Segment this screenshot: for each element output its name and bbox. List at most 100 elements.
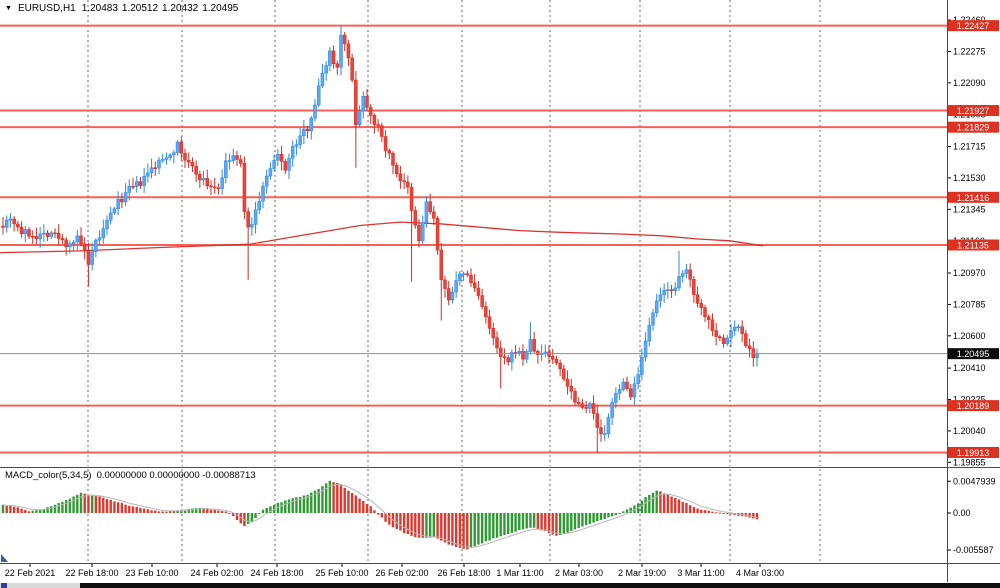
candle-body xyxy=(257,200,262,211)
macd-bar xyxy=(16,507,20,513)
macd-bar xyxy=(287,499,291,513)
macd-bar xyxy=(198,507,202,513)
candle-body xyxy=(68,243,72,248)
macd-bar xyxy=(558,513,562,535)
macd-bar xyxy=(154,510,157,513)
price-tag-label: 1.21416 xyxy=(957,193,990,203)
candle-body xyxy=(183,152,187,161)
price-tick-label: 1.22460 xyxy=(953,15,986,25)
macd-bar xyxy=(466,513,469,550)
macd-bar xyxy=(518,513,521,531)
macd-bar xyxy=(685,502,688,513)
bottom-bar-dark-segment xyxy=(80,583,1000,588)
quote-close: 1.20495 xyxy=(202,3,239,14)
candle-body xyxy=(138,181,143,186)
candle-body xyxy=(12,218,16,225)
macd-bar xyxy=(146,509,150,513)
macd-bar xyxy=(532,513,536,528)
macd-axis[interactable]: 0.0047939 0.00 -0.005587 xyxy=(947,476,996,555)
candle-body xyxy=(45,232,50,237)
price-tick-label: 1.20040 xyxy=(953,426,986,436)
macd-bar xyxy=(79,492,83,513)
candle-body xyxy=(588,403,592,409)
candle-body xyxy=(142,175,146,186)
macd-bar xyxy=(729,513,733,515)
macd-bar xyxy=(220,511,224,513)
macd-signal-line xyxy=(2,483,758,548)
candle-body xyxy=(123,192,128,203)
candle-body xyxy=(498,347,503,357)
candle-body xyxy=(394,165,399,174)
price-tick-label: 1.21530 xyxy=(953,173,986,183)
candle-body xyxy=(27,229,31,237)
macd-bar xyxy=(176,510,179,513)
price-tag-label: 1.21829 xyxy=(957,123,990,133)
price-tick-label: 1.20410 xyxy=(953,363,986,373)
price-tag-label: 1.21135 xyxy=(957,241,989,251)
candle-body xyxy=(692,279,696,295)
macd-bar xyxy=(302,495,306,513)
candle-body xyxy=(706,316,711,320)
price-tag xyxy=(948,105,999,117)
macd-bar xyxy=(592,513,595,523)
candle-body xyxy=(387,150,392,154)
macd-bar xyxy=(644,497,647,513)
candle-body xyxy=(172,152,176,156)
candle-body xyxy=(242,163,247,212)
candle-body xyxy=(120,198,124,203)
macd-bar xyxy=(265,507,268,513)
macd-bar xyxy=(31,510,34,513)
candle-body xyxy=(413,210,418,226)
candle-body xyxy=(56,232,61,239)
macd-bar xyxy=(640,500,644,513)
time-tick-label: 22 Feb 18:00 xyxy=(65,568,118,578)
macd-bar xyxy=(165,511,168,513)
candle-body xyxy=(361,96,366,112)
macd-bar xyxy=(477,513,480,545)
candle-body xyxy=(469,274,473,284)
candle-body xyxy=(149,167,154,174)
price-tag-label: 1.20189 xyxy=(957,401,990,411)
candle-body xyxy=(212,186,217,189)
macd-bar xyxy=(105,499,109,513)
macd-bar xyxy=(209,509,213,513)
candle-body xyxy=(23,229,28,235)
candle-body xyxy=(491,328,496,338)
macd-bar xyxy=(718,512,722,514)
macd-bar xyxy=(347,490,350,513)
symbol-dropdown-icon[interactable]: ▼ xyxy=(5,4,12,12)
time-axis[interactable]: 22 Feb 2021 22 Feb 18:00 23 Feb 10:00 24 Fe… xyxy=(5,564,784,578)
time-tick-label: 2 Mar 19:00 xyxy=(618,568,666,578)
candle-body xyxy=(554,359,559,364)
macd-bar xyxy=(76,494,79,513)
candle-body xyxy=(580,403,585,408)
macd-bar xyxy=(183,509,187,513)
candle-body xyxy=(157,159,161,169)
candle-body xyxy=(495,337,499,349)
candle-body xyxy=(250,224,254,228)
candlestick-series xyxy=(1,25,759,453)
macd-bar xyxy=(42,508,46,513)
macd-bar xyxy=(399,513,402,531)
candle-body xyxy=(264,175,269,187)
candle-body xyxy=(617,389,622,394)
time-tick-label: 22 Feb 2021 xyxy=(5,568,56,578)
macd-bar xyxy=(417,513,421,538)
macd-bar xyxy=(358,498,361,513)
price-tick-label: 1.20225 xyxy=(953,394,986,404)
price-tick-label: 1.20785 xyxy=(953,299,986,309)
candle-body xyxy=(368,107,373,116)
macd-bar xyxy=(24,509,27,513)
time-tick-label: 4 Mar 03:00 xyxy=(736,568,784,578)
macd-bar xyxy=(525,513,528,529)
candle-body xyxy=(216,187,221,189)
macd-bar xyxy=(150,510,153,513)
candle-body xyxy=(380,125,384,137)
macd-bar xyxy=(480,513,484,544)
macd-bar xyxy=(711,511,714,513)
macd-bar xyxy=(291,498,294,513)
candle-body xyxy=(443,279,447,289)
macd-bar xyxy=(180,510,183,513)
macd-bar xyxy=(68,498,72,513)
